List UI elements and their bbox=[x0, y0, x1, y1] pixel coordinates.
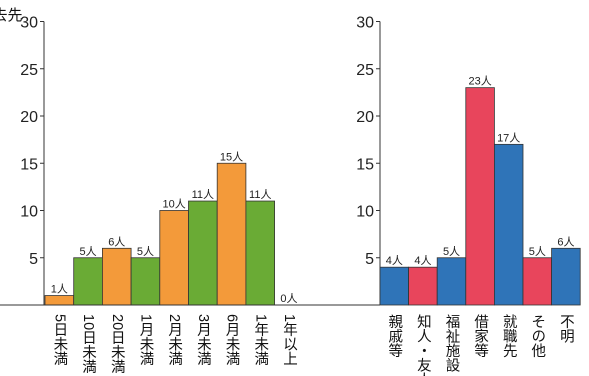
bar bbox=[130, 257, 161, 306]
category-label: 1月未満 bbox=[137, 314, 153, 366]
data-label: 0人 bbox=[280, 292, 297, 305]
data-label: 4人 bbox=[414, 254, 431, 267]
data-label: 1人 bbox=[51, 283, 68, 296]
bar bbox=[44, 295, 75, 306]
data-label: 5人 bbox=[443, 245, 460, 258]
bar bbox=[188, 200, 218, 306]
y-tick-label: 30 bbox=[20, 15, 38, 32]
category-label: 6月未満 bbox=[224, 314, 240, 366]
bar bbox=[379, 266, 410, 306]
bar bbox=[436, 257, 467, 306]
y-tick-label: 20 bbox=[356, 109, 374, 126]
data-label: 5人 bbox=[79, 245, 96, 258]
category-label: 不明 bbox=[558, 314, 574, 344]
y-tick-label: 5 bbox=[365, 251, 374, 268]
category-label: その他 bbox=[529, 314, 545, 359]
category-label: 福祉施設 bbox=[444, 314, 460, 373]
bar bbox=[493, 143, 524, 306]
bar bbox=[73, 257, 103, 306]
category-label: 2月未満 bbox=[166, 314, 182, 366]
category-label: 1年未満 bbox=[252, 314, 268, 366]
chart-2: 退去先 5 10 15 20 25 30 4人 4人 5人 23人 17人 5人 6人親戚等知人・友人福祉… bbox=[0, 7, 581, 376]
data-label: 10人 bbox=[163, 198, 186, 211]
y-tick-label: 10 bbox=[20, 204, 38, 221]
data-label: 11人 bbox=[249, 188, 271, 201]
chart-title: 退去先 bbox=[0, 7, 23, 24]
y-tick-label: 10 bbox=[356, 204, 374, 221]
data-label: 5人 bbox=[529, 245, 546, 258]
chart-1: 5 10 15 20 25 30 1人 5人 6人 5人 10人 11人 15人 11人 0人 5日未満 10日… bbox=[0, 15, 298, 374]
y-tick-label: 20 bbox=[20, 109, 38, 126]
data-label: 11人 bbox=[192, 188, 214, 201]
y-tick-label: 25 bbox=[356, 62, 374, 79]
bar bbox=[216, 162, 247, 306]
y-tick-label: 30 bbox=[356, 15, 374, 32]
category-label: 3月未満 bbox=[195, 314, 211, 366]
y-tick-label: 5 bbox=[29, 251, 38, 268]
category-label: 5日未満 bbox=[51, 314, 67, 366]
y-tick-label: 15 bbox=[20, 156, 38, 173]
y-tick-label: 15 bbox=[356, 156, 374, 173]
category-label: 1年以上 bbox=[281, 314, 297, 366]
data-label: 17人 bbox=[497, 131, 520, 144]
data-label: 6人 bbox=[557, 235, 574, 248]
category-label: 10日未満 bbox=[80, 314, 96, 374]
category-label: 就職先 bbox=[501, 314, 517, 359]
y-tick-label: 25 bbox=[20, 62, 38, 79]
category-label: 知人・友人 bbox=[415, 314, 431, 376]
data-label: 15人 bbox=[220, 150, 243, 163]
bar bbox=[465, 87, 495, 306]
data-label: 5人 bbox=[137, 245, 154, 258]
bar bbox=[522, 257, 553, 306]
bar bbox=[408, 266, 438, 306]
category-label: 借家等 bbox=[472, 314, 488, 358]
bar bbox=[551, 247, 581, 306]
category-label: 20日未満 bbox=[109, 314, 125, 374]
data-label: 6人 bbox=[108, 235, 125, 248]
bar bbox=[102, 247, 132, 306]
bar bbox=[159, 210, 189, 306]
category-label: 親戚等 bbox=[386, 314, 402, 358]
data-label: 23人 bbox=[468, 75, 491, 88]
data-label: 4人 bbox=[386, 254, 403, 267]
bar bbox=[245, 200, 275, 306]
